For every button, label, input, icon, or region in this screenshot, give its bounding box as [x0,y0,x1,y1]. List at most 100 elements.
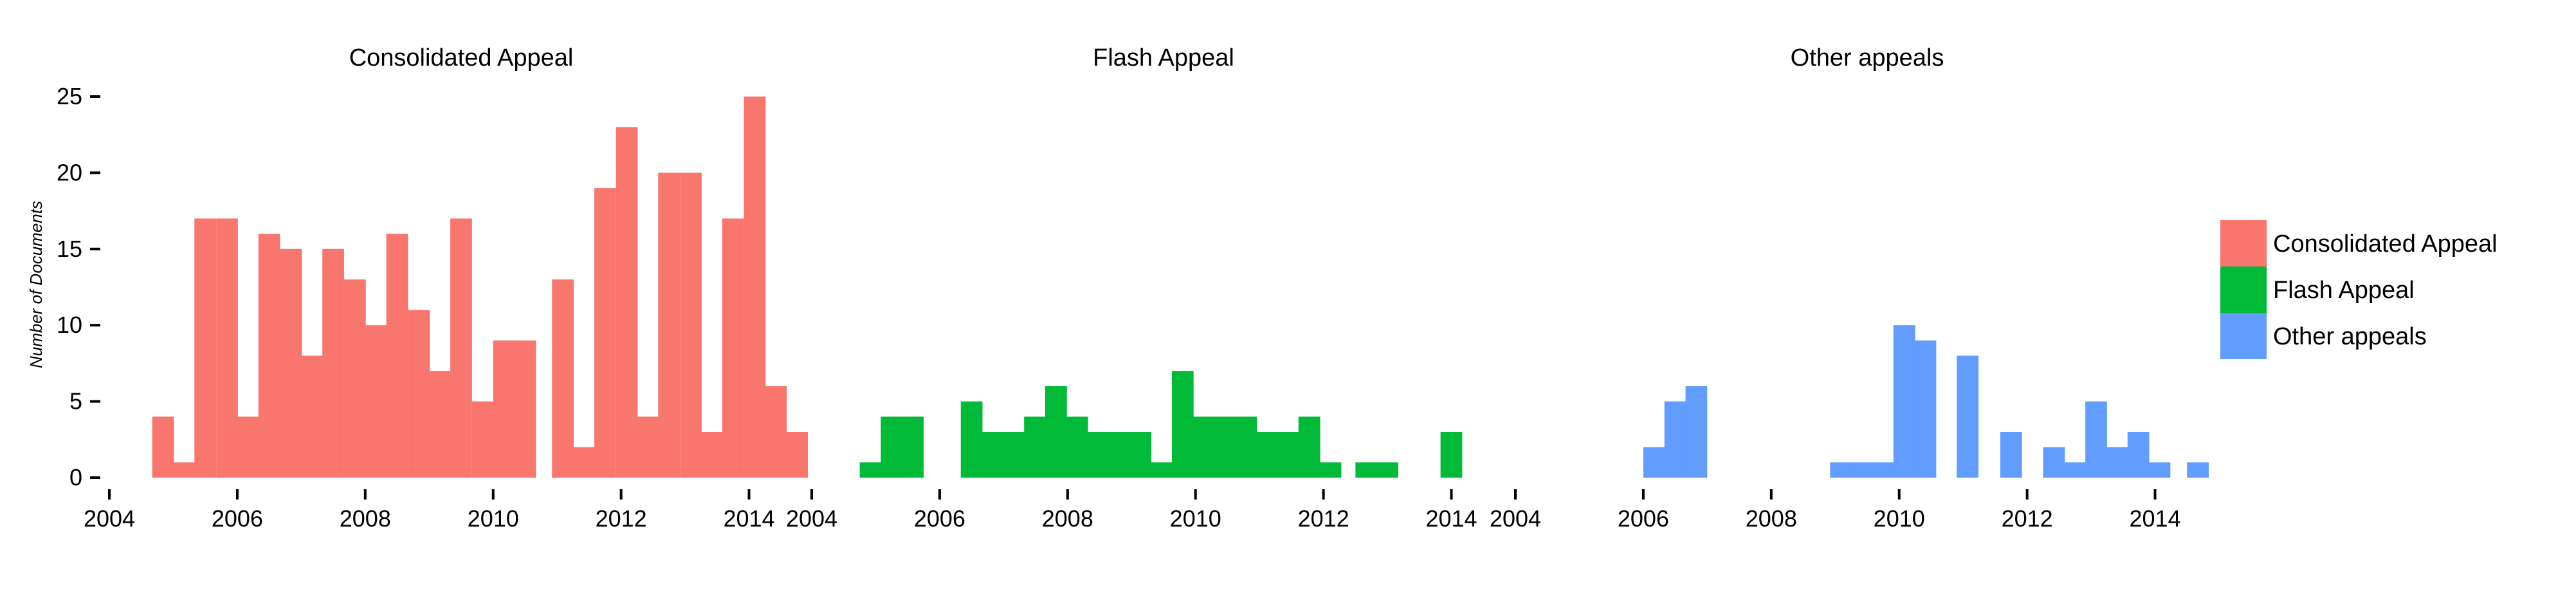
histogram-bar [1171,371,1194,478]
panel-title: Other appeals [1791,44,1944,71]
histogram-bar [1277,431,1299,478]
histogram-bar [1872,462,1894,478]
y-tick-label: 25 [57,83,82,109]
facet-panel: Other appeals 2004 2006 2008 2010 2012 2014 [1490,44,2209,532]
histogram-bar [280,248,302,478]
y-tick-label: 0 [69,464,82,491]
histogram-bar [2187,462,2209,478]
histogram-bar [859,462,882,478]
facet-panel: Flash Appeal 2004 2006 2008 2010 2012 2014 [786,44,1477,532]
histogram-bar [1851,462,1873,478]
histogram-bar [680,173,702,478]
y-tick-label: 5 [69,388,82,415]
histogram-bar [194,218,217,478]
histogram-bar [258,234,280,478]
legend-swatch [2220,220,2267,266]
histogram-bar [1045,386,1067,478]
y-tick-label: 15 [57,236,82,262]
legend-label: Consolidated Appeal [2273,230,2498,257]
y-axis: 0 5 10 15 20 25 [57,83,100,491]
x-tick-label: 2012 [1298,505,1349,532]
facet-panel: Consolidated Appeal 2004 2006 2008 2010 2012 2… [84,44,808,532]
histogram-bar [1376,462,1398,478]
histogram-bar [2000,431,2022,478]
x-tick-label: 2004 [84,505,135,532]
histogram-bar [722,218,744,478]
histogram-bar [637,416,659,478]
histogram-bar [514,340,536,478]
x-tick-label: 2006 [212,505,263,532]
histogram-bar [2148,462,2171,478]
histogram-bar [301,355,324,478]
histogram-bar [471,401,494,478]
histogram-bar [1664,401,1686,478]
histogram-bar [616,127,638,478]
histogram-bar [881,416,903,478]
histogram-bar [1355,462,1378,478]
facet-panels: Consolidated Appeal 2004 2006 2008 2010 2012 2… [84,44,2209,532]
histogram-bar [1087,431,1110,478]
legend-swatch [2220,313,2267,359]
legend-swatch [2220,266,2267,313]
x-tick-label: 2008 [1042,505,1093,532]
histogram-bar [2106,447,2128,478]
y-tick-label: 20 [57,159,82,185]
histogram-bar [1957,355,1978,478]
histogram-bar [237,416,259,478]
histogram-bar [343,279,366,478]
histogram-bar [386,234,408,478]
histogram-bar [2085,401,2107,478]
x-tick-label: 2006 [914,505,965,532]
histogram-bar [594,188,616,478]
panel-title: Flash Appeal [1093,44,1234,71]
legend: Consolidated Appeal Flash Appeal Other app… [2220,220,2498,359]
histogram-bar [450,218,472,478]
histogram-bar [1235,416,1257,478]
x-tick-label: 2010 [1874,505,1925,532]
histogram-bar [1192,416,1215,478]
histogram-bar [1108,431,1131,478]
histogram-bar [573,447,595,478]
x-tick-label: 2010 [1170,505,1221,532]
histogram-bar [902,416,924,478]
histogram-bar [1298,416,1320,478]
histogram-bar [982,431,1004,478]
histogram-bar [552,279,574,478]
histogram-bar [429,371,452,478]
histogram-bar [1256,431,1278,478]
x-tick-label: 2008 [1746,505,1797,532]
histogram-bar [322,248,344,478]
x-tick-label: 2008 [340,505,391,532]
panel-title: Consolidated Appeal [349,44,574,71]
histogram-bar [2064,462,2087,478]
histogram-bar [1685,386,1708,478]
x-tick-label: 2014 [723,505,774,532]
y-axis-title: Number of Documents [26,201,46,368]
histogram-bar [765,386,787,478]
histogram-bar [1024,416,1046,478]
histogram-bar [1440,431,1463,478]
histogram-bar [365,325,387,478]
legend-label: Other appeals [2273,323,2427,350]
histogram-bar [2043,447,2065,478]
x-tick-label: 2004 [1490,505,1541,532]
histogram-bar [1003,431,1025,478]
histogram-bar [1830,462,1852,478]
histogram-bar [1319,462,1342,478]
x-tick-label: 2014 [2129,505,2180,532]
histogram-bar [152,416,174,478]
histogram-bar [1893,325,1915,478]
legend-label: Flash Appeal [2273,277,2415,304]
x-tick-label: 2012 [596,505,647,532]
histogram-bar [700,431,723,478]
histogram-bar [1643,447,1665,478]
histogram-bar [658,173,681,478]
histogram-bar [744,97,766,478]
histogram-bar [1214,416,1236,478]
x-tick-label: 2012 [2002,505,2053,532]
histogram-bar [493,340,515,478]
histogram-bar [786,431,808,478]
x-tick-label: 2010 [468,505,519,532]
histogram-bar [960,401,983,478]
